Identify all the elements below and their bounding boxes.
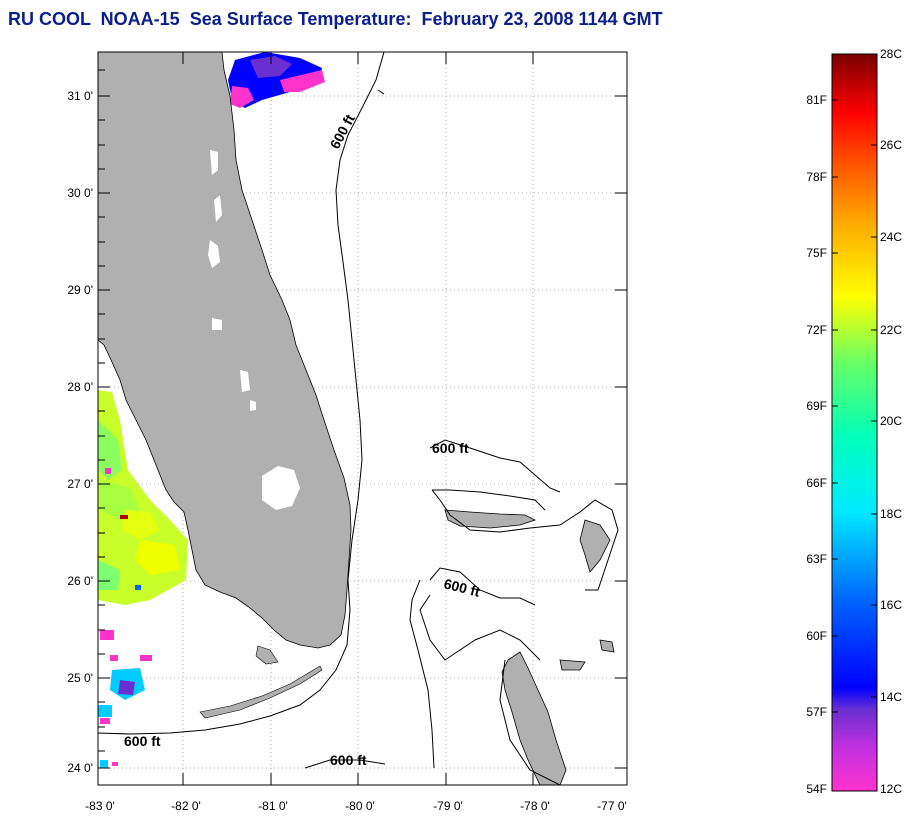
colorbar-c-label: 12C [880,782,902,796]
colorbar-f-label: 66F [806,476,827,490]
lon-label: -79 0' [433,799,463,813]
colorbar-f-label: 69F [806,399,827,413]
colorbar-f-label: 57F [806,705,827,719]
lat-label: 27 0' [67,477,93,491]
map-frame [97,51,628,786]
lon-label: -78 0' [520,799,550,813]
sst-data-west-coast [98,390,188,768]
bahamas-land [444,509,615,785]
colorbar-f-label: 75F [806,246,827,260]
colorbar-c-label: 28C [880,47,902,61]
frame-ticks [98,52,627,785]
lat-label: 25 0' [67,671,93,685]
lakes [208,150,300,510]
isobaths [98,52,561,769]
colorbar-c-label: 24C [880,230,902,244]
lon-label: -82 0' [171,799,201,813]
colorbar-c-label: 22C [880,323,902,337]
colorbar-f-label: 63F [806,552,827,566]
isobath-label-keys: 600 ft [124,733,161,749]
lat-label: 30 0' [67,186,93,200]
colorbar-ticks [832,99,877,713]
lat-label: 24 0' [67,761,93,775]
longitude-labels: -83 0' -82 0' -81 0' -80 0' -79 0' -78 0… [85,799,627,813]
map-title: RU COOL NOAA-15 Sea Surface Temperature:… [8,9,663,29]
florida-keys [199,645,323,719]
colorbar-c-label: 16C [880,598,902,612]
colorbar-c-label: 18C [880,507,902,521]
lat-label: 26 0' [67,574,93,588]
colorbar-f-label: 81F [806,93,827,107]
lon-label: -83 0' [85,799,115,813]
isobath-label-bahamas: 600 ft [432,440,469,456]
colorbar-fahrenheit-labels: 81F 78F 75F 72F 69F 66F 63F 60F 57F 54F [806,93,827,796]
lon-label: -77 0' [597,799,627,813]
colorbar [831,53,878,792]
lat-label: 28 0' [67,380,93,394]
lon-label: -80 0' [345,799,375,813]
colorbar-c-label: 14C [880,690,902,704]
colorbar-f-label: 72F [806,323,827,337]
colorbar-f-label: 60F [806,629,827,643]
latitude-labels: 31 0' 30 0' 29 0' 28 0' 27 0' 26 0' 25 0… [67,89,93,775]
lat-label: 31 0' [67,89,93,103]
bahamas-outlines [419,489,619,785]
lon-label: -81 0' [258,799,288,813]
lat-label: 29 0' [67,283,93,297]
isobath-label-south: 600 ft [330,752,367,768]
colorbar-c-label: 26C [880,138,902,152]
colorbar-f-label: 78F [806,170,827,184]
colorbar-celsius-labels: 28C 26C 24C 22C 20C 18C 16C 14C 12C [880,47,902,796]
sst-data-north [228,52,325,384]
colorbar-c-label: 20C [880,414,902,428]
colorbar-f-label: 54F [806,782,827,796]
